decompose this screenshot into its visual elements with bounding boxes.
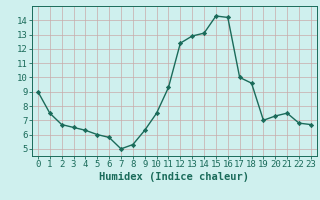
X-axis label: Humidex (Indice chaleur): Humidex (Indice chaleur) (100, 172, 249, 182)
